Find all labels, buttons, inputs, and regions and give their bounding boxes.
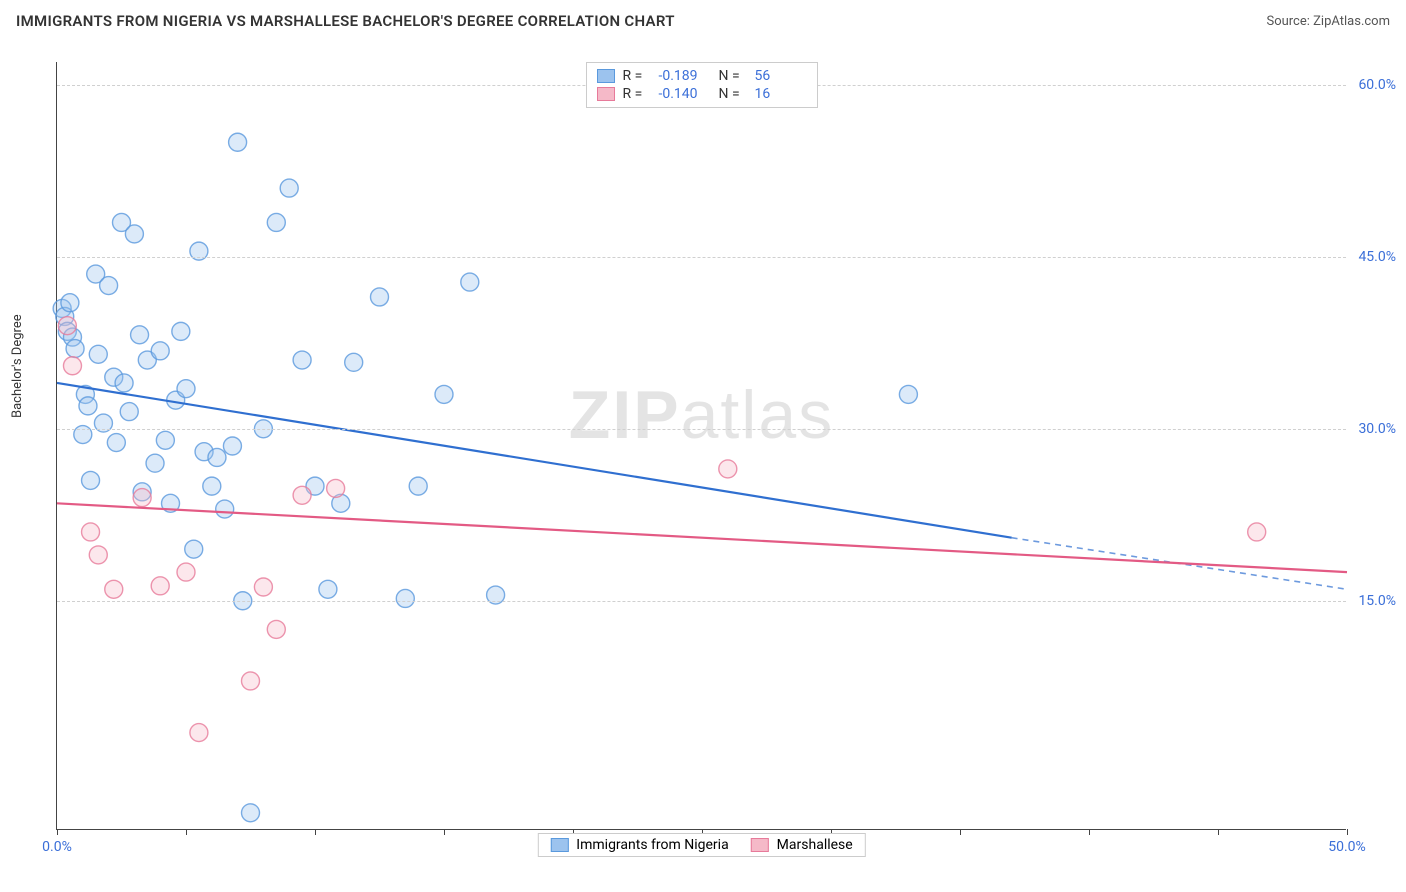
data-point [293,351,311,369]
x-tick-label: 0.0% [42,839,72,855]
data-point [177,380,195,398]
data-point [327,479,345,497]
data-point [100,277,118,295]
chart-title: IMMIGRANTS FROM NIGERIA VS MARSHALLESE B… [16,12,675,30]
plot-area: ZIPatlas R =-0.189N =56R =-0.140N =16 Im… [56,62,1346,830]
data-point [719,460,737,478]
x-tick [960,829,961,835]
data-point [254,578,272,596]
data-point [242,672,260,690]
data-point [172,322,190,340]
data-point [223,437,241,455]
data-point [409,477,427,495]
data-point [89,546,107,564]
gridline-h [57,257,1346,258]
data-point [151,577,169,595]
x-tick [1347,829,1348,835]
data-point [105,580,123,598]
data-point [461,273,479,291]
legend-series-name: Immigrants from Nigeria [576,837,728,853]
x-tick [57,829,58,835]
data-point [79,397,97,415]
legend-r-label: R = [623,86,651,102]
data-point [267,213,285,231]
x-tick [1089,829,1090,835]
legend-series-name: Marshallese [777,837,853,853]
correlation-legend: R = -0.189 N = 56 R = -0.140 N = 16 [586,62,818,108]
chart-container: Bachelor's Degree ZIPatlas R =-0.189N =5… [16,48,1390,848]
data-point [146,454,164,472]
data-point [203,477,221,495]
data-point [58,317,76,335]
data-point [177,563,195,581]
data-point [1248,523,1266,541]
data-point [345,353,363,371]
legend-row: R = -0.189 N = 56 [597,67,807,85]
x-tick [186,829,187,835]
data-point [131,326,149,344]
data-point [899,385,917,403]
data-point [371,288,389,306]
data-point [435,385,453,403]
legend-r-label: R = [623,68,651,84]
data-point [89,345,107,363]
legend-item: Immigrants from Nigeria [550,837,728,853]
legend-swatch [597,69,615,83]
x-tick [444,829,445,835]
y-tick-label: 30.0% [1358,421,1396,437]
data-point [190,724,208,742]
series-legend: Immigrants from Nigeria Marshallese [537,833,865,857]
data-point [61,294,79,312]
data-point [120,403,138,421]
legend-n-value: 56 [755,68,807,84]
data-point [156,431,174,449]
y-tick-label: 15.0% [1358,593,1396,609]
data-point [208,448,226,466]
legend-swatch [550,838,568,852]
legend-swatch [751,838,769,852]
data-point [82,471,100,489]
data-point [82,523,100,541]
y-tick-label: 45.0% [1358,249,1396,265]
data-point [125,225,143,243]
gridline-h [57,429,1346,430]
plot-svg [57,62,1346,829]
data-point [115,374,133,392]
legend-r-value: -0.140 [659,86,711,102]
data-point [107,434,125,452]
data-point [280,179,298,197]
y-tick-label: 60.0% [1358,77,1396,93]
data-point [319,580,337,598]
x-tick-label: 50.0% [1328,839,1366,855]
data-point [216,500,234,518]
legend-swatch [597,87,615,101]
data-point [185,540,203,558]
trend-line [57,503,1347,572]
data-point [267,620,285,638]
data-point [229,133,247,151]
legend-row: R = -0.140 N = 16 [597,85,807,103]
y-axis-label: Bachelor's Degree [10,314,25,418]
data-point [151,342,169,360]
gridline-h [57,601,1346,602]
legend-n-label: N = [719,68,747,84]
legend-item: Marshallese [751,837,853,853]
data-point [133,489,151,507]
data-point [63,357,81,375]
x-tick [1218,829,1219,835]
data-point [242,804,260,822]
chart-source: Source: ZipAtlas.com [1266,14,1390,29]
legend-r-value: -0.189 [659,68,711,84]
data-point [66,340,84,358]
legend-n-value: 16 [755,86,807,102]
legend-n-label: N = [719,86,747,102]
data-point [396,589,414,607]
x-tick [315,829,316,835]
data-point [293,486,311,504]
